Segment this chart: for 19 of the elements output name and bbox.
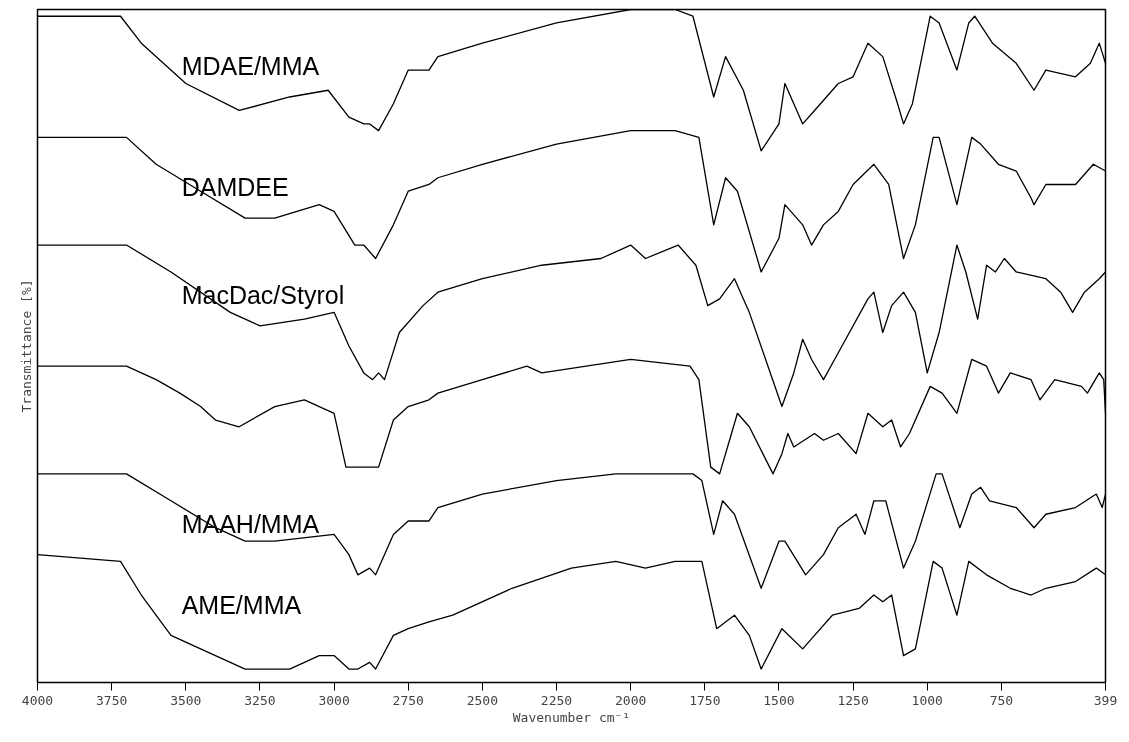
x-tick-label: 2500	[466, 692, 499, 708]
x-tick-label: 3750	[95, 692, 128, 708]
x-tick-label: 399	[1093, 692, 1118, 708]
x-tick-label: 3500	[170, 692, 202, 708]
x-tick-label: 1750	[689, 692, 721, 708]
x-tick-label: 750	[989, 692, 1014, 708]
x-tick-label: 3250	[244, 692, 276, 708]
x-tick-label: 1250	[837, 692, 869, 708]
x-tick-label: 2000	[615, 692, 647, 708]
x-tick-label: 1500	[763, 692, 795, 708]
series-label: MDAE/MMA	[181, 52, 320, 81]
x-tick-label: 4000	[21, 692, 54, 708]
x-tick-label: 1000	[911, 692, 943, 708]
x-tick-label: 3000	[318, 692, 350, 708]
x-axis-title: Wavenumber cm⁻¹	[512, 709, 631, 725]
x-tick-label: 2250	[540, 692, 573, 708]
x-tick-label: 2750	[392, 692, 424, 708]
y-axis-title: Transmittance [%]	[18, 279, 34, 413]
series-label: AME/MMA	[181, 590, 302, 619]
